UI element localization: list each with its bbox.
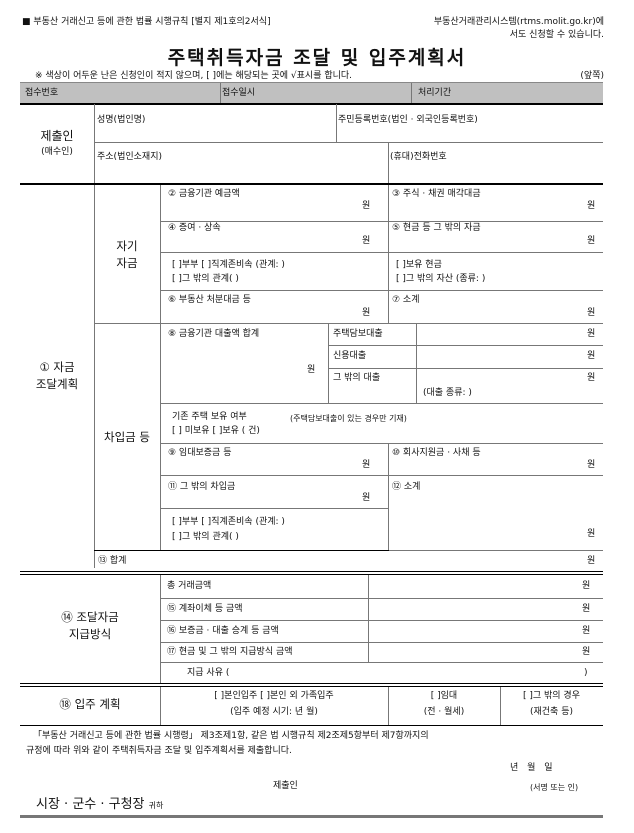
unit-won: 원 <box>362 308 371 318</box>
declaration-line-2: 규정에 따라 위와 같이 주택취득자금 조달 및 입주계획서를 제출합니다. <box>26 746 292 756</box>
page-side: (앞쪽) <box>580 71 604 81</box>
total-label: ⑬ 합계 <box>98 556 127 566</box>
existing-house-label: 기존 주택 보유 여부 <box>172 412 247 422</box>
submitter-label: 제출인 <box>273 781 298 791</box>
transfer-label: ⑮ 계좌이체 등 금액 <box>167 604 243 614</box>
recipient: 시장 · 군수 · 구청장 귀하 <box>36 797 163 814</box>
receipt-date-label: 접수일시 <box>222 88 256 98</box>
existing-house-note: (주택담보대출이 있는 경우만 기재) <box>290 414 407 423</box>
unit-won: 원 <box>587 529 596 539</box>
occupancy-label: ⑱ 입주 계획 <box>59 697 121 711</box>
cash-payment-field[interactable]: 원 <box>582 647 591 657</box>
unit-won: 원 <box>362 236 371 246</box>
payment-label-2: 지급방식 <box>68 627 112 641</box>
gift-field[interactable]: ④ 증여 · 상속 <box>168 223 221 233</box>
other-loan-field[interactable]: 원 <box>587 373 596 383</box>
phone-field[interactable]: (휴대)전화번호 <box>390 152 447 162</box>
credit-field[interactable]: 원 <box>587 351 596 361</box>
rent-sub: (전 · 월세) <box>423 707 465 717</box>
other-assets-checkbox[interactable]: [ ]그 밖의 자산 (종류: ) <box>396 274 486 284</box>
cash-held-checkbox[interactable]: [ ]보유 현금 <box>396 260 442 270</box>
reg-no-field[interactable]: 주민등록번호(법인 · 외국인등록번호) <box>338 115 478 125</box>
transfer-field[interactable]: 원 <box>582 604 591 614</box>
total-field[interactable]: 원 <box>587 556 596 566</box>
applicant-sub: (매수인) <box>41 147 73 157</box>
borrow-relation-checkboxes[interactable]: [ ]부부 [ ]직계존비속 (관계: ) <box>172 517 285 527</box>
funding-label-2: 조달계획 <box>35 377 79 391</box>
processing-period-label: 처리기간 <box>418 88 452 98</box>
deposit-field[interactable]: ② 금융기관 예금액 <box>168 189 240 199</box>
rent-checkbox[interactable]: [ ]임대 <box>430 691 458 701</box>
total-amount-field[interactable]: 원 <box>582 581 591 591</box>
other-borrow-field[interactable]: ⑪ 그 밖의 차입금 <box>168 482 236 492</box>
move-in-date-field[interactable]: (입주 예정 시기: 년 월) <box>230 707 318 717</box>
form-reference: ■ 부동산 거래신고 등에 관한 법률 시행규칙 [별지 제1호의2서식] <box>22 17 271 27</box>
unit-won: 원 <box>307 365 316 375</box>
online-note-2: 서도 신청할 수 있습니다. <box>509 30 604 40</box>
stocks-field[interactable]: ③ 주식 · 채권 매각대금 <box>392 189 481 199</box>
unit-won: 원 <box>587 236 596 246</box>
signature-field[interactable]: (서명 또는 인) <box>530 783 579 792</box>
cash-payment-label: ⑰ 현금 및 그 밖의 지급방식 금액 <box>167 647 293 657</box>
borrowing-label: 차입금 등 <box>104 430 150 444</box>
gift-relation-checkboxes[interactable]: [ ]부부 [ ]직계존비속 (관계: ) <box>172 260 285 270</box>
lease-deposit-field[interactable]: ⑨ 임대보증금 등 <box>168 448 232 458</box>
recipient-name: 시장 · 군수 · 구청장 <box>36 797 145 812</box>
unit-won: 원 <box>362 201 371 211</box>
total-amount-label: 총 거래금액 <box>167 581 212 591</box>
receipt-number-label: 접수번호 <box>25 88 59 98</box>
online-note: 부동산거래관리시스템(rtms.molit.go.kr)에 <box>433 17 604 27</box>
honorific: 귀하 <box>148 801 164 810</box>
payment-reason-field[interactable]: 지급 사유 ( <box>187 668 230 678</box>
existing-house-checkboxes[interactable]: [ ] 미보유 [ ]보유 ( 건) <box>172 426 260 436</box>
other-loan-label: 그 밖의 대출 <box>333 373 381 383</box>
loan-type-field[interactable]: (대출 종류: ) <box>423 388 472 398</box>
name-field[interactable]: 성명(법인명) <box>97 115 146 125</box>
office-use-band <box>20 82 603 105</box>
applicant-label: 제출인 <box>40 129 74 143</box>
payment-label: ⑭ 조달자금 <box>61 610 119 624</box>
own-subtotal-field[interactable]: ⑦ 소계 <box>392 295 420 305</box>
mortgage-label: 주택담보대출 <box>333 329 383 339</box>
unit-won: 원 <box>362 493 371 503</box>
declaration-line-1: 「부동산 거래신고 등에 관한 법률 시행령」 제3조제1항, 같은 법 시행규… <box>33 731 429 741</box>
gift-other-relation[interactable]: [ ]그 밖의 관계( ) <box>172 274 239 284</box>
borrow-subtotal-field[interactable]: ⑫ 소계 <box>392 482 421 492</box>
self-occupancy-checkboxes[interactable]: [ ]본인입주 [ ]본인 외 가족입주 <box>214 691 334 701</box>
succession-label: ⑯ 보증금 · 대출 승계 등 금액 <box>167 626 279 636</box>
credit-label: 신용대출 <box>333 351 367 361</box>
funding-label: ① 자금 <box>39 360 75 374</box>
own-funds-label-2: 자금 <box>116 256 138 270</box>
unit-won: 원 <box>587 201 596 211</box>
borrow-other-relation[interactable]: [ ]그 밖의 관계( ) <box>172 532 239 542</box>
mortgage-field[interactable]: 원 <box>587 329 596 339</box>
loan-total-field[interactable]: ⑧ 금융기관 대출액 합계 <box>168 329 260 339</box>
company-support-field[interactable]: ⑩ 회사지원금 · 사채 등 <box>392 448 481 458</box>
own-funds-label: 자기 <box>116 239 138 253</box>
unit-won: 원 <box>587 308 596 318</box>
unit-won: 원 <box>362 460 371 470</box>
property-sale-field[interactable]: ⑥ 부동산 처분대금 등 <box>168 295 251 305</box>
payment-reason-close: ) <box>584 668 588 678</box>
page-title: 주택취득자금 조달 및 입주계획서 <box>167 47 467 69</box>
cash-etc-field[interactable]: ⑤ 현금 등 그 밖의 자금 <box>392 223 481 233</box>
succession-field[interactable]: 원 <box>582 626 591 636</box>
other-case-checkbox[interactable]: [ ]그 밖의 경우 <box>522 691 580 701</box>
address-field[interactable]: 주소(법인소재지) <box>97 152 162 162</box>
notice: ※ 색상이 어두운 난은 신청인이 적지 않으며, [ ]에는 해당되는 곳에 … <box>35 71 353 81</box>
other-case-sub: (재건축 등) <box>529 707 573 717</box>
date-field[interactable]: 년 월 일 <box>510 763 553 773</box>
unit-won: 원 <box>587 460 596 470</box>
